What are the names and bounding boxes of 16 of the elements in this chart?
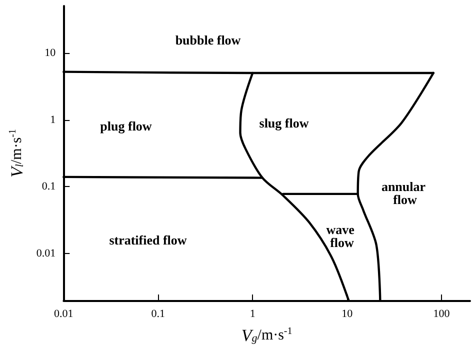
y-tick-label: 0.01 bbox=[36, 248, 56, 260]
annotation: slug flow bbox=[259, 116, 310, 130]
x-tick-label: 1 bbox=[250, 308, 256, 320]
y-tick-label: 1 bbox=[50, 114, 56, 126]
annotation: wave flow bbox=[326, 222, 358, 250]
annotation: plug flow bbox=[100, 118, 152, 134]
annotation: annular flow bbox=[381, 179, 429, 207]
x-tick-label: 100 bbox=[433, 308, 450, 320]
x-tick-label: 0.01 bbox=[54, 308, 74, 320]
x-tick-label: 0.1 bbox=[151, 308, 165, 320]
annotation: stratified flow bbox=[109, 232, 188, 248]
annotation: bubble flow bbox=[175, 32, 242, 48]
y-axis-title: Vl/m·s-1 bbox=[8, 129, 26, 178]
y-tick-label: 10 bbox=[44, 46, 56, 59]
x-tick-label: 10 bbox=[342, 308, 354, 320]
y-tick-label: 0.1 bbox=[42, 180, 56, 193]
